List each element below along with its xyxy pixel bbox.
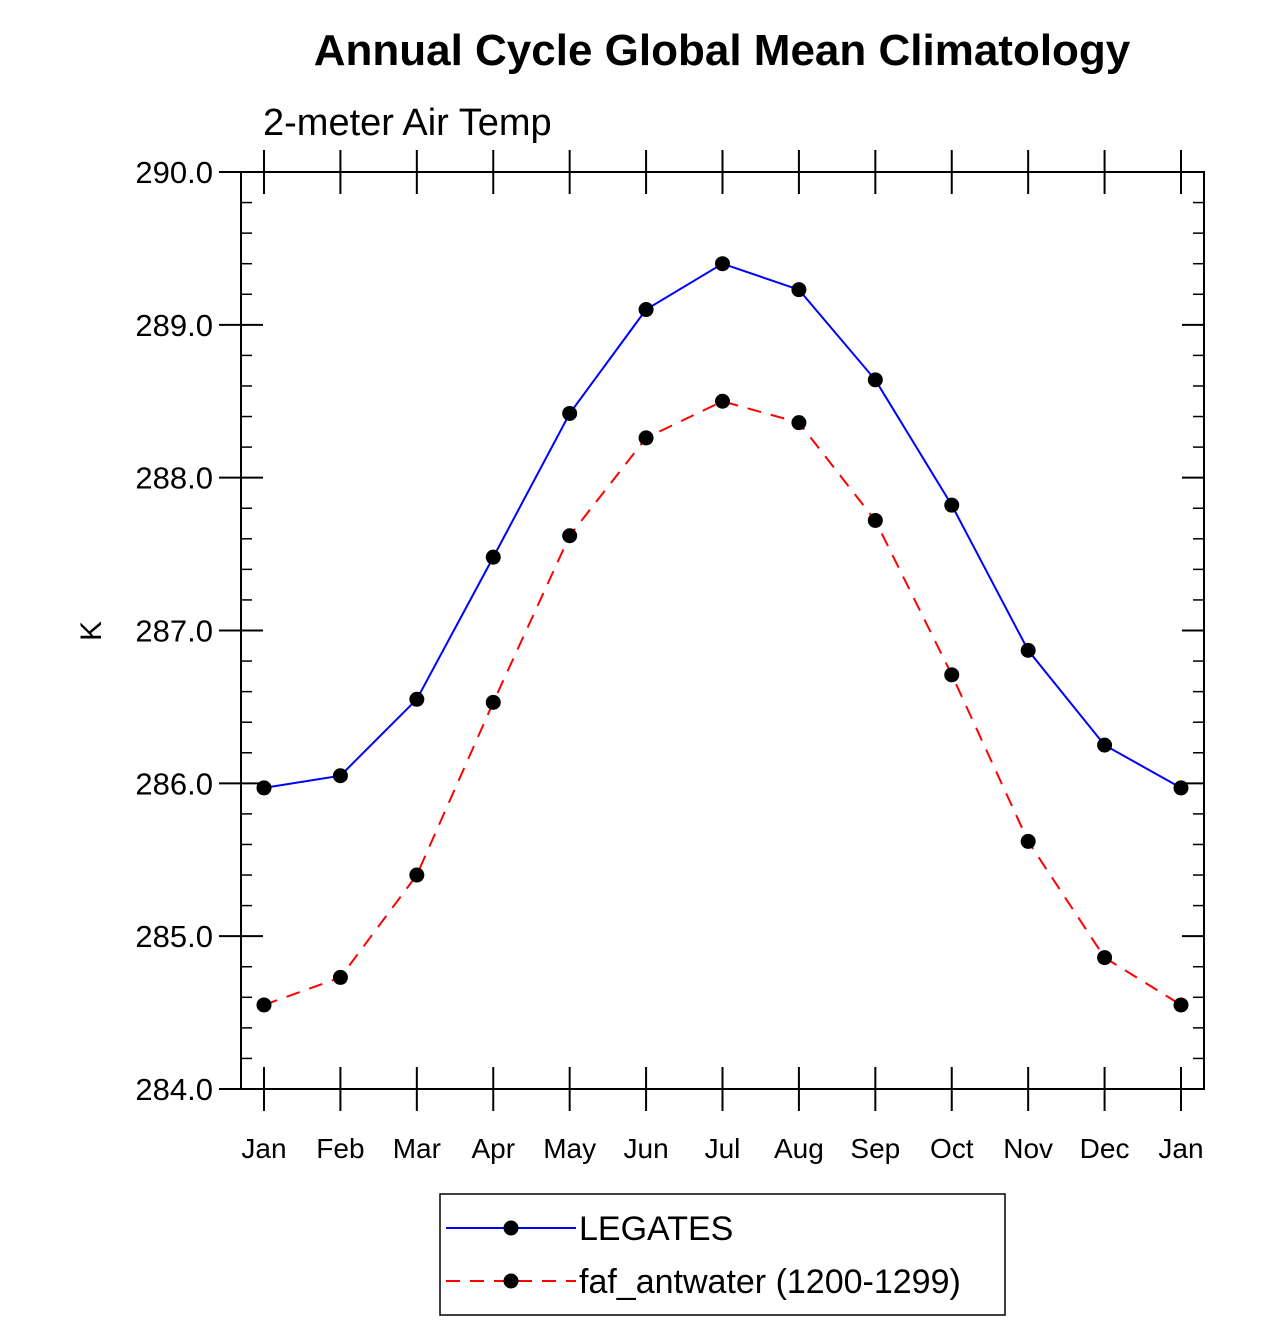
y-tick-label: 286.0 <box>135 766 213 801</box>
chart-title: Annual Cycle Global Mean Climatology <box>314 26 1131 75</box>
data-point-legates <box>485 549 501 565</box>
y-tick-label: 289.0 <box>135 308 213 343</box>
x-tick-label: Jul <box>705 1133 741 1164</box>
data-point-legates <box>332 768 348 784</box>
data-point-faf-antwater <box>256 997 272 1013</box>
y-tick-label: 285.0 <box>135 919 213 954</box>
x-tick-label: Sep <box>850 1133 900 1164</box>
data-point-legates <box>944 497 960 513</box>
x-tick-label: Apr <box>471 1133 515 1164</box>
data-point-faf-antwater <box>1173 997 1189 1013</box>
data-point-legates <box>409 691 425 707</box>
x-tick-label: Aug <box>774 1133 824 1164</box>
data-point-faf-antwater <box>638 430 654 446</box>
data-point-faf-antwater <box>1097 950 1113 966</box>
x-tick-label: Jan <box>1158 1133 1203 1164</box>
y-axis-label: K <box>75 621 108 641</box>
data-point-legates <box>867 372 883 388</box>
y-tick-label: 290.0 <box>135 155 213 190</box>
data-point-faf-antwater <box>332 969 348 985</box>
chart-subtitle: 2-meter Air Temp <box>263 102 552 144</box>
data-point-legates <box>638 302 654 318</box>
y-tick-labels: 284.0 285.0 286.0 287.0 288.0 289.0 290.0 <box>135 155 213 1107</box>
plot-series <box>256 256 1189 1013</box>
legend-label-legates: LEGATES <box>579 1210 733 1248</box>
plot-frame <box>240 171 1205 1090</box>
y-tick-label: 287.0 <box>135 614 213 649</box>
data-point-legates <box>1020 642 1036 658</box>
data-point-faf-antwater <box>562 528 578 544</box>
x-tick-label: Mar <box>393 1133 441 1164</box>
x-tick-label: Feb <box>316 1133 364 1164</box>
legend-marker-faf <box>503 1273 519 1289</box>
series-line-faf-antwater <box>263 400 1182 1006</box>
data-point-legates <box>791 282 807 298</box>
data-point-faf-antwater <box>944 667 960 683</box>
x-tick-label: Oct <box>930 1133 974 1164</box>
x-tick-label: Dec <box>1080 1133 1130 1164</box>
axis-ticks <box>219 150 1204 1111</box>
x-tick-label: Nov <box>1003 1133 1053 1164</box>
data-point-faf-antwater <box>409 867 425 883</box>
data-point-legates <box>715 256 730 272</box>
data-point-legates <box>1097 737 1113 753</box>
y-tick-label: 284.0 <box>135 1072 213 1107</box>
data-point-legates <box>562 405 578 421</box>
data-point-legates <box>1173 780 1189 796</box>
data-point-faf-antwater <box>867 512 883 528</box>
data-point-faf-antwater <box>715 393 730 409</box>
y-tick-label: 288.0 <box>135 461 213 496</box>
legend-box <box>439 1193 1006 1316</box>
legend-label-faf: faf_antwater (1200-1299) <box>579 1263 961 1301</box>
data-point-legates <box>256 780 272 796</box>
data-point-faf-antwater <box>791 415 807 431</box>
series-line-legates <box>263 262 1182 789</box>
legend-marker-legates <box>503 1220 519 1236</box>
x-tick-label: May <box>543 1133 596 1164</box>
x-tick-labels: Jan Feb Mar Apr May Jun Jul Aug Sep Oct Nov Dec Jan <box>241 1133 1203 1164</box>
legend: LEGATES faf_antwater (1200-1299) <box>439 1193 1006 1316</box>
x-tick-label: Jan <box>241 1133 286 1164</box>
data-point-faf-antwater <box>1020 833 1036 849</box>
data-point-faf-antwater <box>485 694 501 710</box>
x-tick-label: Jun <box>624 1133 669 1164</box>
